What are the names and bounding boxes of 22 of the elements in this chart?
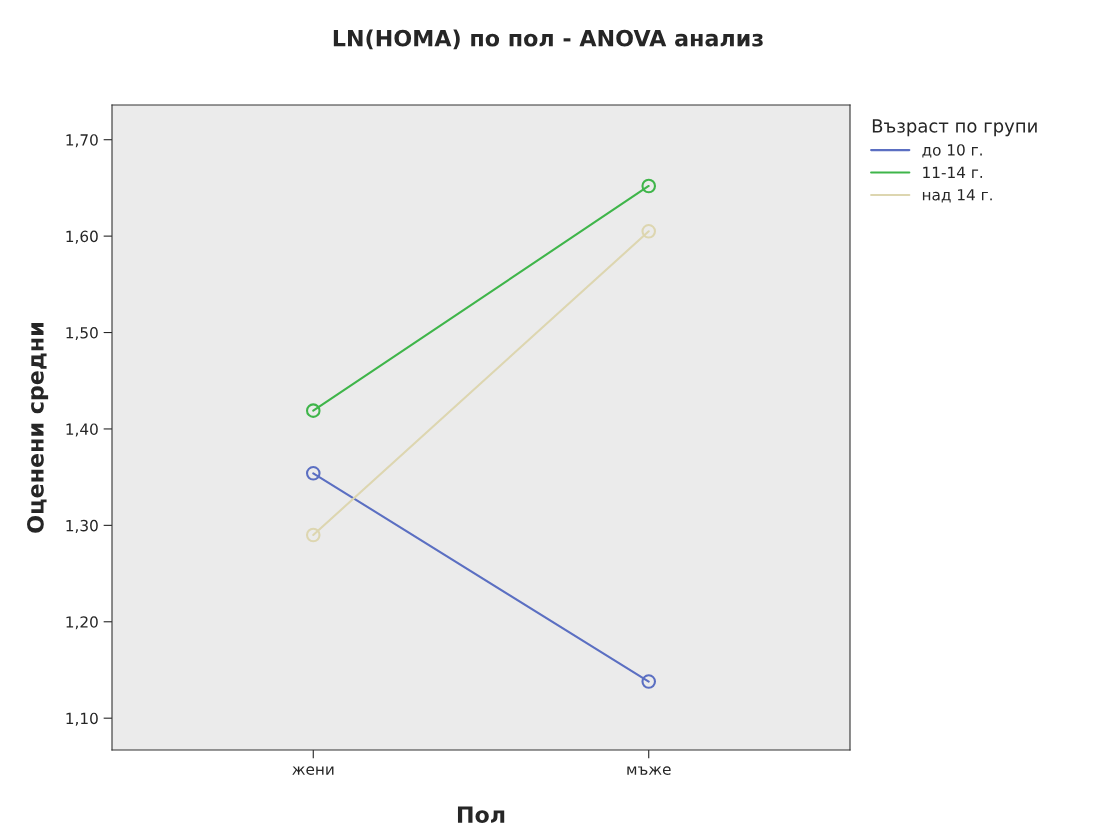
- x-axis-title: Пол: [457, 806, 505, 823]
- y-tick-label: 1,30: [66, 519, 98, 533]
- point: [305, 527, 321, 543]
- point: [305, 403, 321, 418]
- chart-title: LN(HOMA) по пол - ANOVA анализ: [333, 29, 763, 50]
- point: [641, 224, 657, 239]
- y-tick-label: 1,20: [66, 616, 98, 630]
- point: [305, 466, 321, 481]
- y-axis-title: Оценени средни: [27, 323, 49, 533]
- y-tick-label: 1,40: [66, 423, 98, 437]
- y-tick-label: 1,10: [66, 712, 98, 726]
- point: [641, 674, 657, 689]
- legend-label: до 10 г.: [922, 144, 982, 158]
- legend-label: над 14 г.: [922, 189, 992, 203]
- legend-label: 11-14 г.: [923, 166, 983, 178]
- x-tick-label: мъже: [627, 766, 671, 776]
- y-tick-label: 1,60: [66, 230, 98, 244]
- y-tick-label: 1,70: [66, 134, 98, 148]
- legend-title: Възраст по групи: [872, 119, 1037, 137]
- point: [641, 178, 657, 194]
- y-tick-label: 1,50: [66, 327, 98, 341]
- x-tick-label: жени: [292, 766, 334, 776]
